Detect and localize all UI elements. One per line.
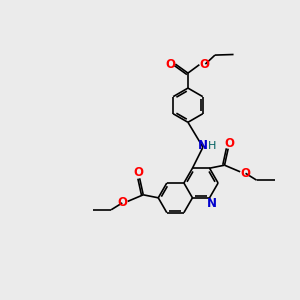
Text: O: O: [241, 167, 250, 180]
Text: H: H: [208, 141, 216, 151]
Text: N: N: [198, 139, 208, 152]
Text: O: O: [225, 137, 235, 150]
Text: N: N: [207, 197, 217, 210]
Text: O: O: [117, 196, 127, 209]
Text: O: O: [133, 167, 143, 179]
Text: O: O: [165, 58, 175, 70]
Text: O: O: [200, 58, 210, 70]
